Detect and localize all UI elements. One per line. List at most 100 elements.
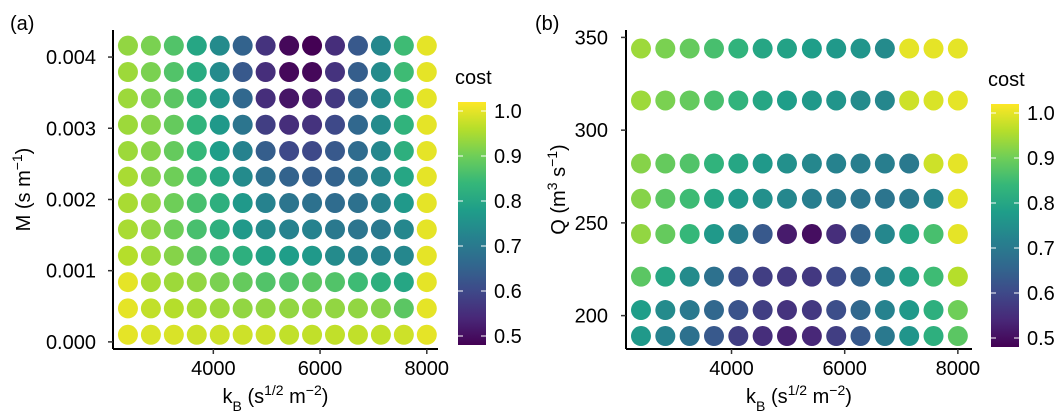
point [874,224,895,245]
point [325,62,346,83]
point [655,38,676,59]
point [117,166,138,187]
point [186,141,207,162]
point [255,324,276,345]
point [630,188,651,209]
point [370,114,391,135]
colorbar-tick-label: 0.6 [494,281,522,303]
point [874,300,895,321]
point [186,35,207,56]
point [255,166,276,187]
point [393,114,414,135]
point [117,245,138,266]
point [325,298,346,319]
point [947,326,968,347]
point [416,88,437,109]
point [752,38,773,59]
point [302,88,323,109]
label-part: 1/2 [264,382,284,398]
point [752,188,773,209]
point [302,272,323,293]
point [655,326,676,347]
point [117,298,138,319]
point [874,153,895,174]
point [679,266,700,287]
point [776,266,797,287]
point [140,298,161,319]
y-tick-label: 0.003 [46,118,96,140]
point [255,62,276,83]
point [186,62,207,83]
point [302,324,323,345]
point [279,141,300,162]
point [232,245,253,266]
point [163,88,184,109]
point [140,193,161,214]
point [801,188,822,209]
point [850,266,871,287]
point [393,219,414,240]
point [370,88,391,109]
point [393,324,414,345]
point [186,298,207,319]
point [393,141,414,162]
point [279,114,300,135]
point [874,266,895,287]
point [801,224,822,245]
point [325,141,346,162]
point [347,193,368,214]
point [232,219,253,240]
point [140,245,161,266]
point [186,114,207,135]
point [347,272,368,293]
point [232,272,253,293]
point [279,219,300,240]
point [325,88,346,109]
colorbar-tick-label: 0.9 [494,146,522,168]
point [325,193,346,214]
point [347,88,368,109]
y-tick-label: 0.001 [46,261,96,283]
point [302,245,323,266]
point [370,193,391,214]
point [325,166,346,187]
point [850,38,871,59]
point [302,219,323,240]
point [826,326,847,347]
point [679,90,700,111]
point [140,219,161,240]
point [186,219,207,240]
point [393,245,414,266]
x-tick-label: 4000 [191,358,236,380]
label-part: 3 [544,182,560,190]
label-part: s [548,167,570,183]
point [117,114,138,135]
colorbar-tick-label: 0.8 [494,191,522,213]
point [163,35,184,56]
point [163,324,184,345]
label-part: −2 [829,382,845,398]
point [899,224,920,245]
point [923,326,944,347]
point [801,266,822,287]
point [416,272,437,293]
point [140,324,161,345]
point [232,298,253,319]
colorbar-tick-label: 0.5 [494,326,522,348]
point [752,266,773,287]
label-part: (s [765,386,787,408]
point [347,141,368,162]
point [752,153,773,174]
point [140,62,161,83]
point [117,272,138,293]
colorbar-tick-label: 0.8 [1027,193,1055,215]
point [325,272,346,293]
colorbar-tick-label: 0.9 [1027,148,1055,170]
point [655,266,676,287]
point [209,193,230,214]
point [279,35,300,56]
point [947,90,968,111]
point [874,188,895,209]
point [279,166,300,187]
point [209,166,230,187]
